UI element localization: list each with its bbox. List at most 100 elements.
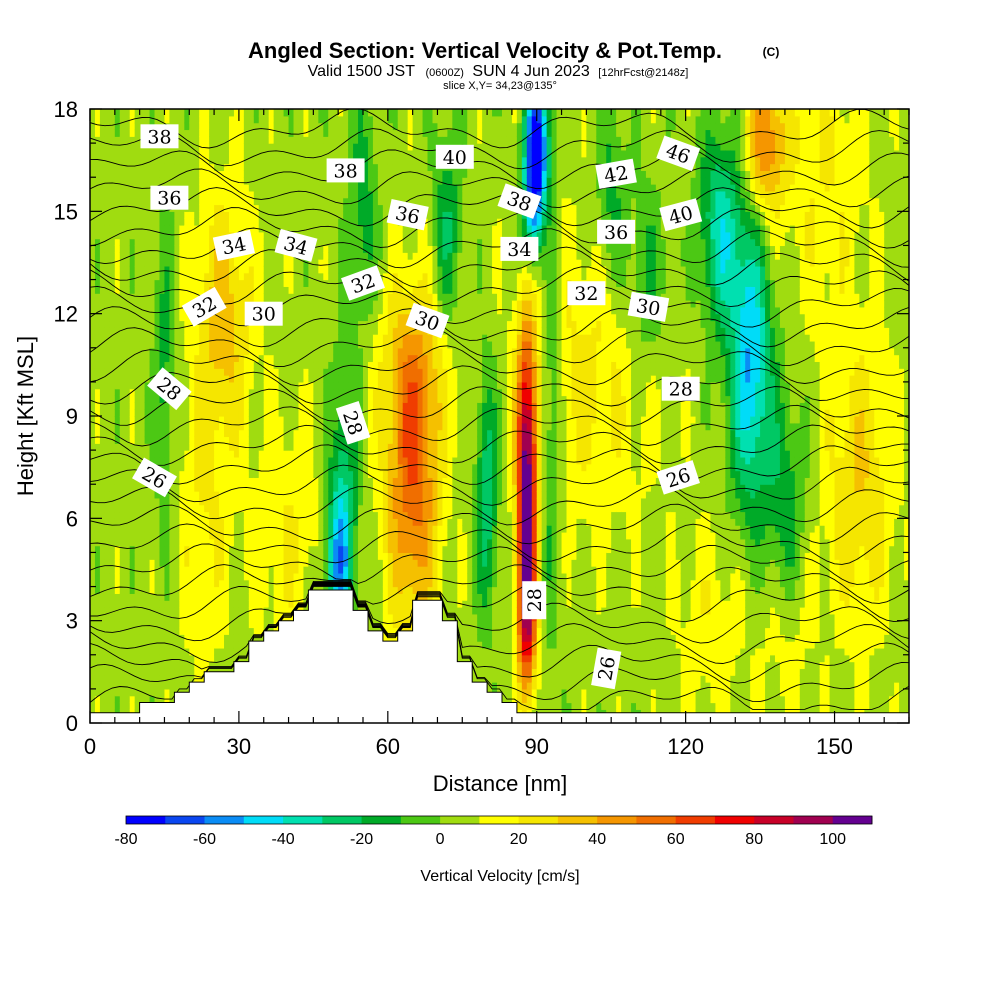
heat-cell [139,586,146,594]
heat-cell [199,211,205,219]
heat-cell [144,149,151,158]
heat-cell [199,197,205,206]
heat-cell [124,484,131,492]
heat-cell [328,491,334,499]
heat-cell [169,163,175,171]
heat-cell [348,504,354,513]
heat-cell [114,320,121,328]
heat-cell [363,572,369,581]
heat-cell [90,129,96,137]
heat-cell [179,647,185,656]
heat-cell [353,211,359,219]
heat-cell [273,456,280,465]
heat-cell [303,265,309,274]
heat-cell [124,156,131,165]
heat-cell [194,204,200,212]
heat-cell [144,600,151,608]
heat-cell [179,654,185,663]
heat-cell [189,347,195,356]
heat-cell [253,572,260,581]
heat-cell [129,272,136,281]
heat-cell [94,361,101,369]
heat-cell [353,231,359,240]
heat-cell [224,375,230,383]
heat-cell [224,286,230,294]
heat-cell [308,443,314,451]
heat-cell [184,143,190,151]
heat-cell [169,340,175,349]
heat-cell [189,197,195,206]
heat-cell [129,497,136,506]
heat-cell [353,300,359,308]
heat-cell [90,566,96,574]
heat-cell [149,443,156,451]
heat-cell [139,443,146,451]
heat-cell [144,647,151,656]
heat-cell [104,320,111,328]
heat-cell [298,388,305,397]
heat-cell [139,300,146,308]
heat-cell [129,259,136,267]
heat-cell [94,334,101,342]
heat-cell [243,409,250,417]
heat-cell [214,279,220,287]
heat-cell [313,184,319,192]
heat-cell [283,149,290,158]
heat-cell [139,566,146,574]
heat-cell [164,313,171,322]
heat-cell [323,136,329,144]
heat-cell [189,463,195,472]
heat-cell [313,566,319,574]
heat-cell [169,566,175,574]
heat-cell [253,156,260,165]
heat-cell [343,272,349,281]
heat-cell [263,272,270,281]
heat-cell [219,122,225,131]
heat-cell [228,272,235,281]
heat-cell [293,456,300,465]
heat-cell [353,559,359,567]
heat-cell [358,402,364,410]
heat-cell [90,579,96,588]
heat-cell [219,211,225,219]
heat-cell [268,381,275,390]
heat-cell [94,463,101,472]
heat-cell [204,136,210,144]
heat-cell [283,286,290,294]
heat-cell [273,525,280,533]
heat-cell [278,184,285,192]
heat-cell [278,115,285,124]
heat-cell [273,436,280,444]
heat-cell [204,231,210,240]
heat-cell [268,388,275,397]
heat-cell [144,354,151,363]
heat-cell [248,531,255,540]
heat-cell [169,149,175,158]
heat-cell [228,531,235,540]
heat-cell [353,456,359,465]
heat-cell [233,300,240,308]
heat-cell [228,361,235,369]
heat-cell [199,129,205,137]
heat-cell [189,552,195,560]
heat-cell [189,668,195,676]
heat-cell [343,340,349,349]
heat-cell [348,538,354,547]
heat-cell [278,375,285,383]
heat-cell [219,607,225,615]
heat-cell [214,320,220,328]
heat-cell [124,682,131,690]
heat-cell [238,409,245,417]
heat-cell [258,245,265,253]
heat-cell [308,491,314,499]
heat-cell [204,122,210,131]
heat-cell [233,525,240,533]
heat-cell [273,170,280,178]
heat-cell [328,129,334,137]
heat-cell [308,402,314,410]
heat-cell [318,559,324,567]
heat-cell [263,375,270,383]
heat-cell [184,566,190,574]
heat-cell [228,518,235,526]
heat-cell [144,177,151,185]
